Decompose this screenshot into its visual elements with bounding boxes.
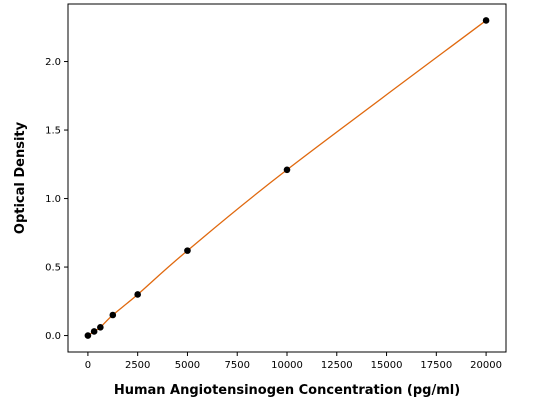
data-point <box>184 247 191 254</box>
x-tick-label: 12500 <box>321 360 353 371</box>
plot-frame <box>67 3 507 353</box>
x-tick-label: 5000 <box>175 360 200 371</box>
x-tick-label: 15000 <box>371 360 403 371</box>
x-tick-label: 2500 <box>125 360 150 371</box>
y-tick-label: 1.5 <box>45 126 61 137</box>
data-point-layer <box>84 17 490 339</box>
x-axis-ticks: 0 2500 5000 7500 10000 12500 15000 17500 20000 <box>85 352 502 371</box>
fit-curve-line <box>87 19 487 337</box>
y-tick-label: 0.5 <box>45 263 61 274</box>
y-tick-label: 2.0 <box>45 57 61 68</box>
data-point <box>134 291 141 298</box>
x-tick-label: 7500 <box>225 360 250 371</box>
y-axis-label: Optical Density <box>13 121 28 234</box>
y-tick-label: 1.0 <box>45 194 61 205</box>
data-point <box>90 328 98 335</box>
data-point <box>109 311 117 319</box>
data-point <box>283 166 291 174</box>
x-axis-label: Human Angiotensinogen Concentration (pg/… <box>114 383 460 398</box>
data-point <box>482 17 490 24</box>
y-tick-label: 0.0 <box>45 331 61 342</box>
fit-curve-layer <box>87 19 487 337</box>
x-tick-label: 20000 <box>470 360 502 371</box>
x-tick-label: 0 <box>85 360 91 371</box>
data-point <box>97 324 104 331</box>
x-tick-label: 17500 <box>420 360 452 371</box>
data-point <box>84 332 92 339</box>
x-tick-label: 10000 <box>271 360 303 371</box>
y-axis-ticks: 0.0 0.5 1.0 1.5 2.0 <box>45 57 68 342</box>
